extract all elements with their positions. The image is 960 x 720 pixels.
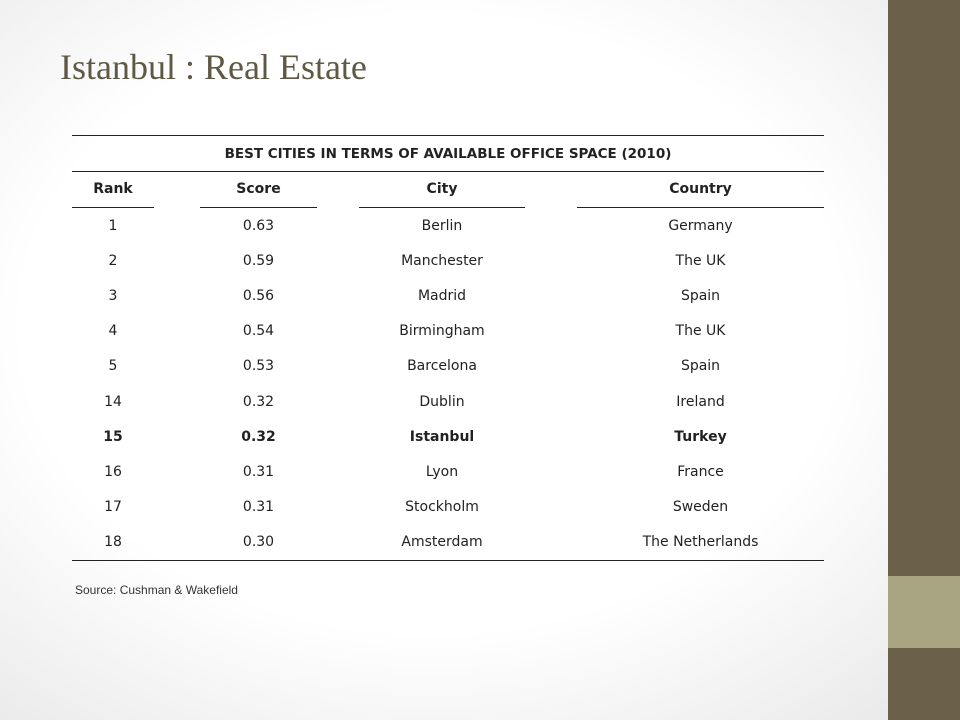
cell-country: Turkey xyxy=(674,428,727,445)
table-header-row: Rank Score City Country xyxy=(72,172,824,209)
header-rank: Rank xyxy=(72,172,154,208)
slide-title: Istanbul : Real Estate xyxy=(60,47,367,87)
table-row: 3 0.56 Madrid Spain xyxy=(72,278,824,313)
cell-rank: 2 xyxy=(108,252,118,269)
cell-country: The UK xyxy=(675,252,726,269)
cell-rank: 1 xyxy=(108,217,118,234)
cell-city: Dublin xyxy=(419,393,465,410)
table-row: 14 0.32 Dublin Ireland xyxy=(72,384,824,419)
cell-score: 0.30 xyxy=(200,524,317,561)
header-country: Country xyxy=(577,172,824,208)
cell-country: The Netherlands xyxy=(577,524,824,561)
table-row-highlighted: 15 0.32 Istanbul Turkey xyxy=(72,419,824,454)
cell-city: Amsterdam xyxy=(359,524,525,561)
office-space-table: BEST CITIES IN TERMS OF AVAILABLE OFFICE… xyxy=(72,135,824,561)
cell-country: Spain xyxy=(680,287,721,304)
cell-country: France xyxy=(677,463,724,480)
cell-score: 0.63 xyxy=(242,217,275,234)
table-row: 5 0.53 Barcelona Spain xyxy=(72,349,824,384)
table-row: 1 0.63 Berlin Germany xyxy=(72,208,824,243)
cell-score: 0.54 xyxy=(242,323,275,340)
cell-rank: 17 xyxy=(104,499,122,516)
side-bar-segment-middle xyxy=(888,576,960,648)
cell-city: Birmingham xyxy=(399,323,485,340)
header-gap xyxy=(317,172,359,209)
cell-score: 0.32 xyxy=(242,393,275,410)
cell-country: Germany xyxy=(668,217,733,234)
cell-score: 0.56 xyxy=(242,287,275,304)
cell-score: 0.31 xyxy=(242,499,275,516)
cell-score: 0.31 xyxy=(242,463,275,480)
cell-city: Manchester xyxy=(401,252,483,269)
cell-rank: 15 xyxy=(103,428,123,445)
cell-rank: 16 xyxy=(104,463,122,480)
cell-rank: 4 xyxy=(108,323,118,340)
header-score: Score xyxy=(200,172,317,208)
cell-country: Ireland xyxy=(676,393,725,410)
table-row: 17 0.31 Stockholm Sweden xyxy=(72,490,824,525)
source-note: Source: Cushman & Wakefield xyxy=(75,583,238,597)
cell-country: Sweden xyxy=(672,499,729,516)
cell-rank: 18 xyxy=(72,524,154,561)
table-caption: BEST CITIES IN TERMS OF AVAILABLE OFFICE… xyxy=(72,135,824,172)
table-caption-row: BEST CITIES IN TERMS OF AVAILABLE OFFICE… xyxy=(72,135,824,172)
table-row: 16 0.31 Lyon France xyxy=(72,454,824,489)
cell-city: Berlin xyxy=(421,217,463,234)
header-country-label: Country xyxy=(577,172,824,208)
side-bar-segment-top xyxy=(888,0,960,576)
cell-city: Madrid xyxy=(417,287,467,304)
cell-rank: 5 xyxy=(108,358,118,375)
cell-city: Istanbul xyxy=(409,428,475,445)
table-row: 18 0.30 Amsterdam The Netherlands xyxy=(72,524,824,561)
cell-rank: 3 xyxy=(108,287,118,304)
cell-score: 0.32 xyxy=(241,428,276,445)
cell-score: 0.59 xyxy=(242,252,275,269)
cell-score: 0.53 xyxy=(242,358,275,375)
side-bar-segment-bottom xyxy=(888,648,960,720)
header-gap xyxy=(525,172,577,209)
header-city: City xyxy=(359,172,525,208)
decorative-side-bar xyxy=(888,0,960,720)
cell-country: The UK xyxy=(675,323,726,340)
cell-city: Barcelona xyxy=(407,358,477,375)
cell-city: Stockholm xyxy=(405,499,479,516)
cell-city: Lyon xyxy=(425,463,459,480)
table-row: 4 0.54 Birmingham The UK xyxy=(72,314,824,349)
header-gap xyxy=(154,172,200,209)
cell-country: Spain xyxy=(680,358,721,375)
header-city-label: City xyxy=(359,172,525,208)
header-rank-label: Rank xyxy=(72,172,154,208)
header-score-label: Score xyxy=(200,172,317,208)
cell-rank: 14 xyxy=(104,393,122,410)
table-row: 2 0.59 Manchester The UK xyxy=(72,243,824,278)
